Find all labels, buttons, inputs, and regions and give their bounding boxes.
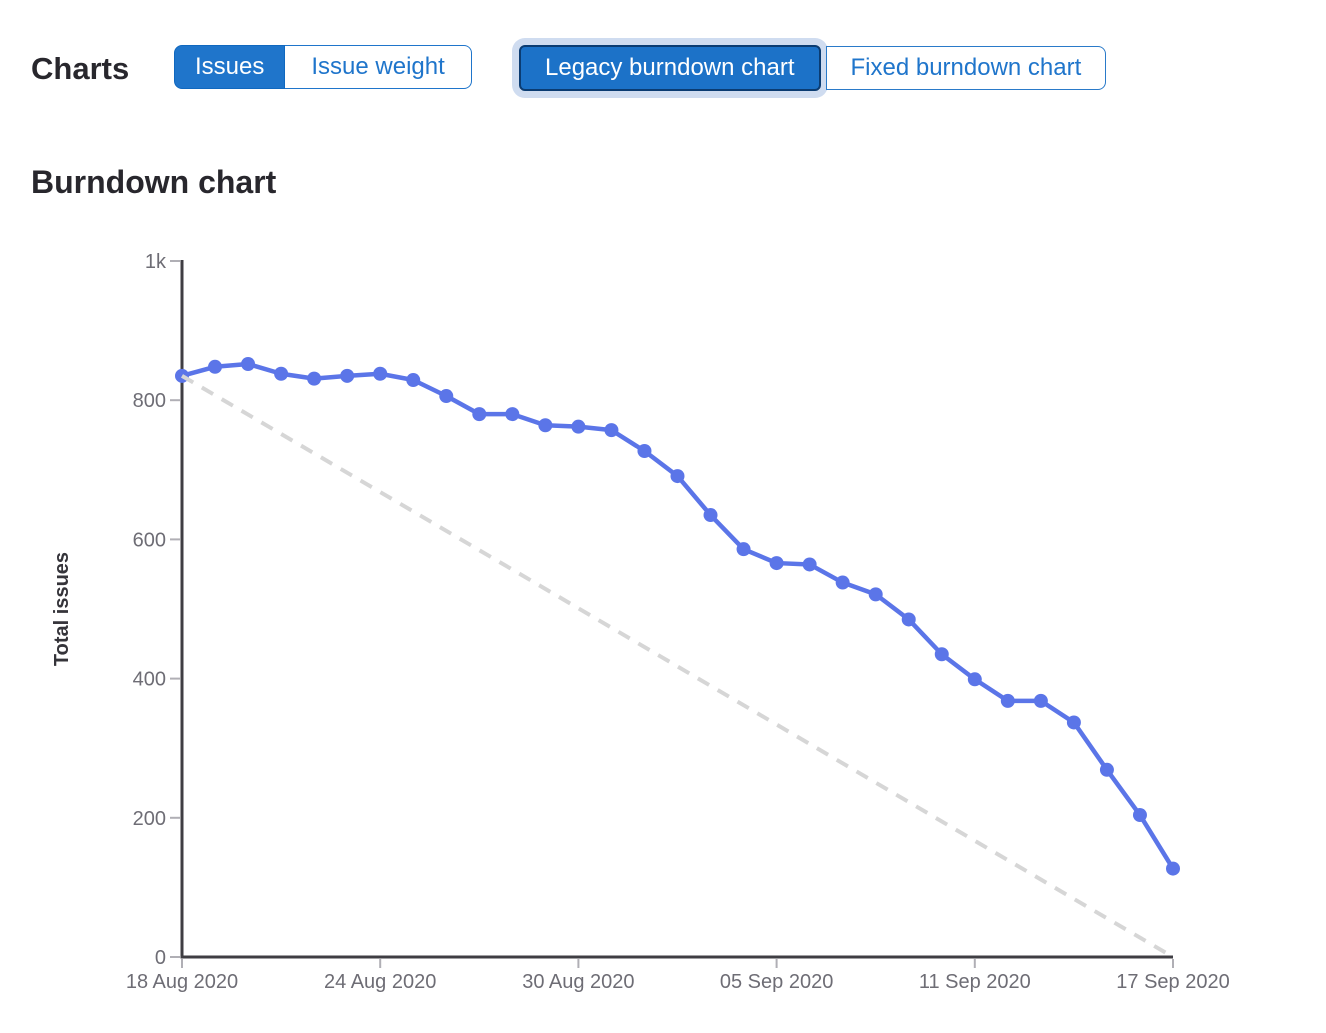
- issue-weight-button[interactable]: Issue weight: [285, 45, 472, 89]
- page-title: Burndown chart: [31, 164, 277, 200]
- chart-type-toggle-group: Legacy burndown chart Fixed burndown cha…: [519, 45, 1107, 91]
- issues-data-point[interactable]: [901, 612, 916, 627]
- x-axis-tick-label: 24 Aug 2020: [324, 971, 436, 993]
- y-axis-tick-label: 400: [133, 669, 166, 691]
- issues-data-point[interactable]: [802, 557, 817, 572]
- issues-data-point[interactable]: [1066, 715, 1081, 730]
- issues-data-point[interactable]: [406, 373, 421, 388]
- x-axis-tick-label: 11 Sep 2020: [919, 971, 1031, 993]
- issues-data-point[interactable]: [340, 368, 355, 383]
- issues-series-line: [179, 361, 1176, 871]
- y-axis-tick-label: 800: [133, 390, 166, 412]
- issues-data-point[interactable]: [373, 366, 388, 381]
- issues-data-point[interactable]: [604, 423, 619, 438]
- issues-data-point[interactable]: [703, 508, 718, 523]
- issues-data-point[interactable]: [637, 444, 652, 459]
- issues-data-point[interactable]: [868, 587, 883, 602]
- x-axis-tick-label: 05 Sep 2020: [720, 971, 833, 993]
- issues-data-point[interactable]: [934, 647, 949, 662]
- issues-data-point[interactable]: [1033, 693, 1048, 708]
- issues-data-point[interactable]: [472, 407, 487, 422]
- issues-button[interactable]: Issues: [174, 45, 286, 89]
- issues-data-point[interactable]: [769, 556, 784, 571]
- y-axis-tick-label: 200: [133, 808, 166, 830]
- y-axis-title: Total issues: [51, 552, 73, 666]
- issues-data-point[interactable]: [274, 366, 289, 381]
- issues-data-point[interactable]: [967, 672, 982, 687]
- x-axis-tick-label: 17 Sep 2020: [1116, 971, 1229, 993]
- issues-data-point[interactable]: [439, 389, 454, 404]
- y-axis-tick-label: 1k: [145, 251, 167, 273]
- issues-data-point[interactable]: [1000, 693, 1015, 708]
- burndown-chart: 0 200 400 600 800 1k 18 Aug 2020 24 Aug 2020 30 …: [0, 230, 1326, 1028]
- issues-data-point[interactable]: [670, 469, 685, 484]
- issues-data-point[interactable]: [505, 407, 520, 422]
- charts-label: Charts: [31, 51, 130, 86]
- y-axis-tick-label: 0: [155, 947, 166, 969]
- x-axis-tick-label: 18 Aug 2020: [126, 971, 238, 993]
- charts-toolbar: Charts Issues Issue weight Legacy burndo…: [0, 45, 1326, 93]
- issues-data-point[interactable]: [538, 418, 553, 433]
- issues-data-point[interactable]: [835, 575, 850, 590]
- issues-data-point[interactable]: [736, 542, 751, 557]
- fixed-burndown-chart-button[interactable]: Fixed burndown chart: [825, 46, 1107, 90]
- issues-data-point[interactable]: [307, 371, 322, 386]
- issues-data-point[interactable]: [571, 419, 586, 434]
- issues-data-point[interactable]: [241, 357, 256, 372]
- issues-data-point[interactable]: [1166, 861, 1180, 876]
- y-axis-tick-label: 600: [133, 529, 166, 551]
- ideal-guideline-line: [180, 374, 1175, 959]
- metric-toggle-group: Issues Issue weight: [174, 45, 472, 89]
- issues-data-point[interactable]: [1099, 762, 1114, 777]
- issues-data-point[interactable]: [208, 359, 223, 374]
- burndown-chart-svg: 0 200 400 600 800 1k 18 Aug 2020 24 Aug 2020 30 …: [51, 251, 1230, 993]
- legacy-burndown-chart-button[interactable]: Legacy burndown chart: [519, 45, 821, 91]
- x-axis-tick-label: 30 Aug 2020: [522, 971, 634, 993]
- issues-data-point[interactable]: [1132, 808, 1147, 823]
